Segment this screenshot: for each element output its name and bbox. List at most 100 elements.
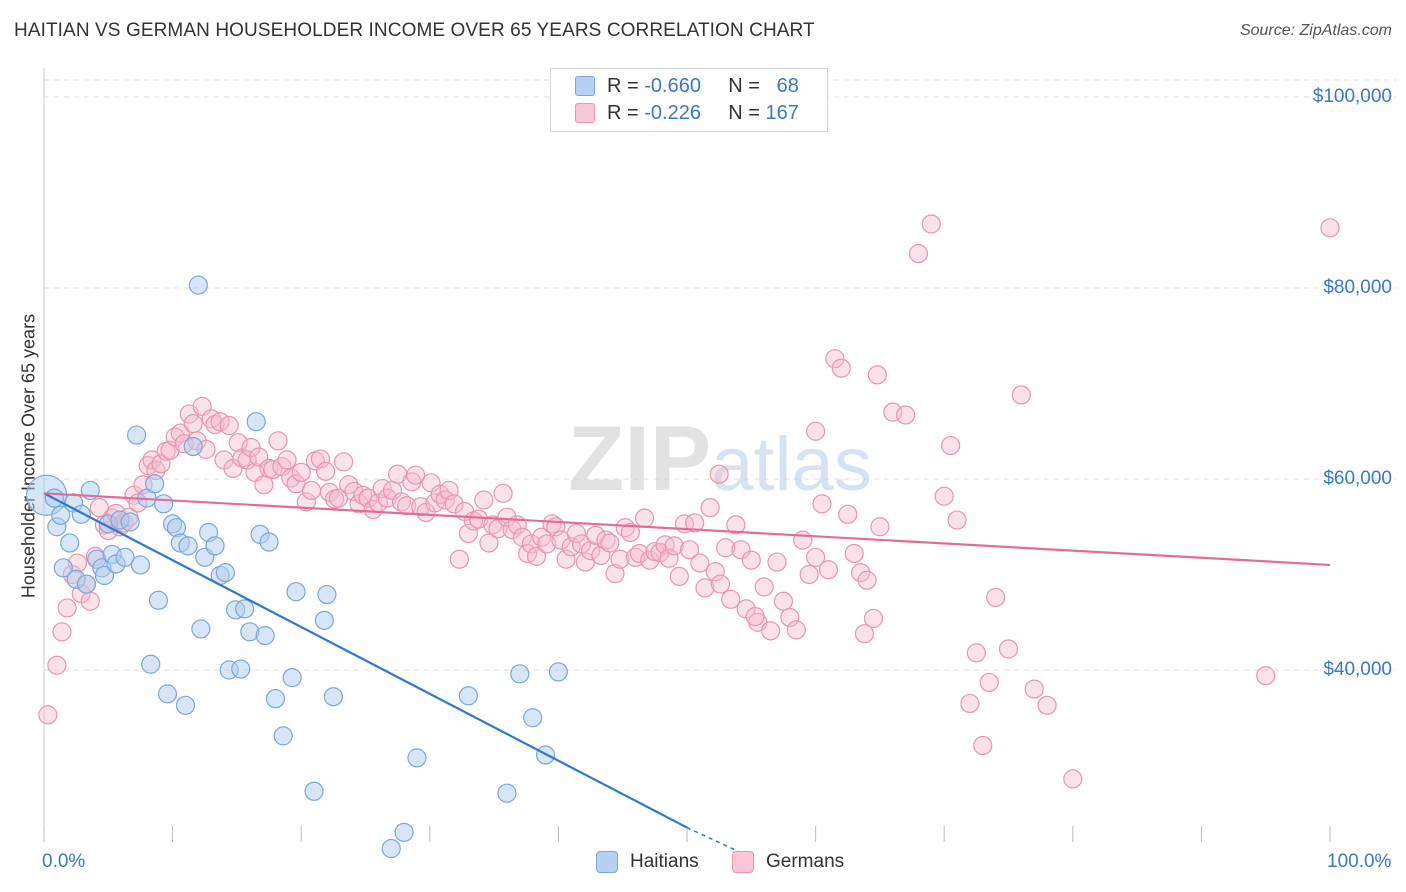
germans-trend-line bbox=[43, 492, 1331, 567]
german-point bbox=[277, 450, 297, 470]
german-point bbox=[316, 461, 336, 481]
legend-item-haitians[interactable]: Haitians bbox=[596, 851, 699, 873]
y-tick-label: $40,000 bbox=[1323, 659, 1392, 680]
german-point bbox=[695, 578, 715, 598]
series-legend: Haitians Germans bbox=[0, 851, 1406, 879]
german-point bbox=[664, 536, 684, 556]
german-point bbox=[973, 735, 993, 756]
haitian-point bbox=[497, 783, 517, 803]
german-point bbox=[479, 533, 499, 553]
german-point bbox=[934, 486, 954, 506]
haitian-point bbox=[205, 536, 225, 556]
haitian-point bbox=[282, 668, 302, 688]
german-point bbox=[1011, 385, 1031, 405]
german-point bbox=[947, 510, 967, 530]
german-point bbox=[786, 620, 806, 640]
legend-r-value: -0.660 bbox=[644, 74, 701, 97]
german-point bbox=[793, 530, 813, 550]
german-point bbox=[799, 564, 819, 585]
german-point bbox=[1256, 666, 1276, 686]
german-point bbox=[358, 488, 378, 508]
german-point bbox=[310, 449, 331, 469]
haitian-point bbox=[304, 781, 324, 801]
german-point bbox=[960, 693, 980, 714]
y-tick-label: $60,000 bbox=[1323, 468, 1392, 489]
german-point bbox=[241, 437, 261, 458]
german-point bbox=[219, 415, 239, 436]
german-point bbox=[726, 515, 746, 535]
german-point bbox=[863, 608, 884, 629]
german-point bbox=[170, 423, 190, 443]
german-point bbox=[851, 562, 871, 583]
chart-title: HAITIAN VS GERMAN HOUSEHOLDER INCOME OVE… bbox=[14, 20, 815, 41]
haitians-points bbox=[25, 275, 569, 859]
german-point bbox=[818, 560, 839, 580]
haitian-point bbox=[265, 689, 286, 709]
haitian-point bbox=[60, 533, 80, 553]
haitian-point bbox=[381, 838, 401, 859]
german-point bbox=[497, 507, 517, 527]
german-point bbox=[57, 598, 77, 618]
german-point bbox=[301, 480, 322, 501]
german-point bbox=[745, 606, 765, 627]
german-point bbox=[625, 547, 646, 567]
trend-lines bbox=[43, 492, 1331, 853]
german-point bbox=[966, 643, 986, 663]
german-point bbox=[205, 414, 225, 435]
german-point bbox=[620, 522, 641, 543]
german-point bbox=[281, 468, 301, 488]
german-point bbox=[700, 498, 720, 518]
german-point bbox=[580, 541, 601, 561]
german-point bbox=[941, 435, 961, 456]
german-point bbox=[556, 549, 576, 569]
german-point bbox=[721, 589, 741, 609]
haitian-point bbox=[175, 695, 196, 715]
german-point bbox=[397, 496, 417, 516]
german-point bbox=[634, 508, 655, 528]
legend-item-germans[interactable]: Germans bbox=[732, 851, 844, 873]
german-point bbox=[1024, 679, 1044, 699]
haitian-point bbox=[126, 425, 147, 445]
german-point bbox=[669, 566, 689, 587]
german-point bbox=[679, 540, 700, 560]
german-point bbox=[52, 622, 72, 642]
haitians-trend-line bbox=[43, 492, 688, 829]
german-point bbox=[38, 705, 58, 725]
haitian-point bbox=[188, 275, 208, 295]
haitian-point bbox=[458, 686, 478, 706]
german-point bbox=[741, 550, 761, 570]
german-point bbox=[1063, 769, 1083, 789]
german-point bbox=[537, 534, 557, 554]
legend-row-germans: R = -0.226 N = 167 bbox=[575, 100, 799, 126]
haitians-swatch bbox=[596, 851, 618, 873]
haitian-point bbox=[76, 574, 97, 594]
y-tick-label: $100,000 bbox=[1312, 86, 1392, 107]
haitians-trend-extension bbox=[686, 826, 739, 853]
german-point bbox=[474, 490, 494, 510]
legend-n-label: N = bbox=[728, 74, 760, 97]
german-point bbox=[47, 655, 67, 675]
german-point bbox=[629, 543, 650, 564]
haitian-point bbox=[141, 654, 161, 674]
german-point bbox=[493, 483, 513, 503]
haitian-point bbox=[94, 565, 115, 586]
german-point bbox=[411, 497, 431, 517]
legend-n-value: 167 bbox=[765, 101, 799, 124]
stats-legend: R = -0.660 N = 68 R = -0.226 N = 167 bbox=[550, 68, 828, 132]
german-point bbox=[291, 462, 311, 482]
german-point bbox=[268, 431, 288, 451]
german-point bbox=[334, 452, 354, 472]
german-point bbox=[151, 454, 171, 474]
haitian-point bbox=[286, 582, 306, 602]
watermark: ZIPatlas bbox=[568, 408, 872, 510]
german-point bbox=[391, 492, 412, 512]
legend-r-label: R = bbox=[607, 101, 639, 124]
grid-layer bbox=[43, 68, 1396, 842]
haitian-point bbox=[144, 474, 165, 494]
haitian-point bbox=[120, 512, 140, 532]
german-point bbox=[870, 517, 890, 537]
y-tick-label: $80,000 bbox=[1323, 277, 1392, 298]
german-point bbox=[659, 548, 679, 568]
german-point bbox=[908, 244, 929, 264]
german-point bbox=[183, 414, 203, 434]
